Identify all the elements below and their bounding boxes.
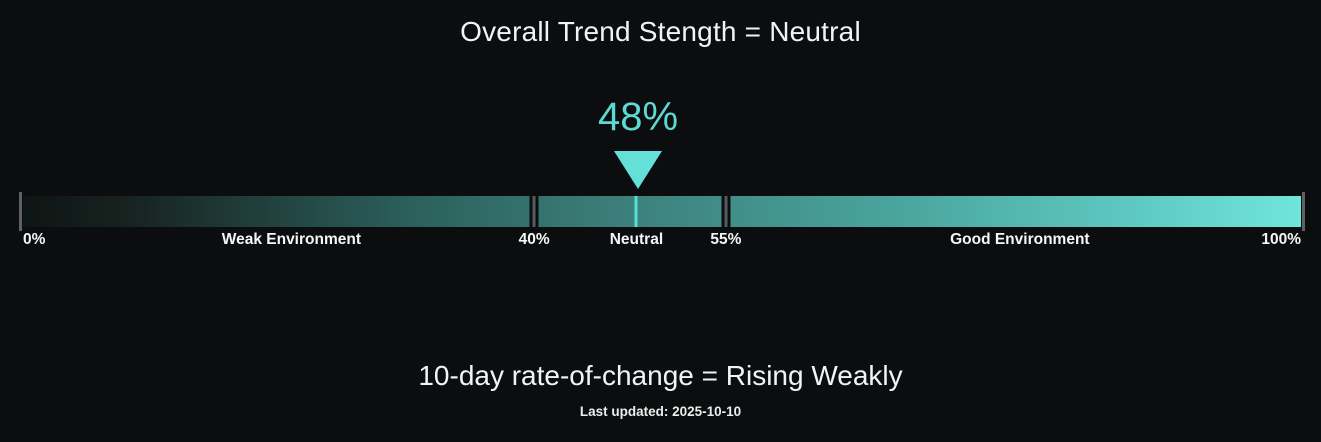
rate-of-change-heading: 10-day rate-of-change = Rising Weakly xyxy=(418,360,903,391)
divider-line xyxy=(532,196,536,227)
gauge-start-tick xyxy=(19,192,22,231)
segment-divider-40 xyxy=(529,196,539,227)
segment-divider-55 xyxy=(721,196,731,227)
divider-line xyxy=(724,196,728,227)
tick-label-55: 55% xyxy=(710,231,742,248)
gauge-gradient-bar xyxy=(23,196,1301,227)
segment-label-weak-environment: Weak Environment xyxy=(221,231,362,248)
tick-label-40: 40% xyxy=(518,231,550,248)
tick-label-0: 0% xyxy=(23,231,46,248)
page-title: Overall Trend Stength = Neutral xyxy=(460,16,861,47)
segment-label-good-environment: Good Environment xyxy=(950,231,1090,248)
last-updated-text: Last updated: 2025-10-10 xyxy=(579,404,742,419)
segment-label-neutral: Neutral xyxy=(609,231,664,248)
gauge-axis-labels: 0% Weak Environment 40% Neutral 55% Good… xyxy=(23,231,1301,249)
gauge-value-label: 48% xyxy=(597,95,679,139)
gauge-end-tick xyxy=(1302,192,1305,231)
tick-label-100: 100% xyxy=(1261,231,1301,248)
gauge-marker-triangle-icon xyxy=(614,151,662,189)
gauge-value-marker-line xyxy=(634,196,638,227)
